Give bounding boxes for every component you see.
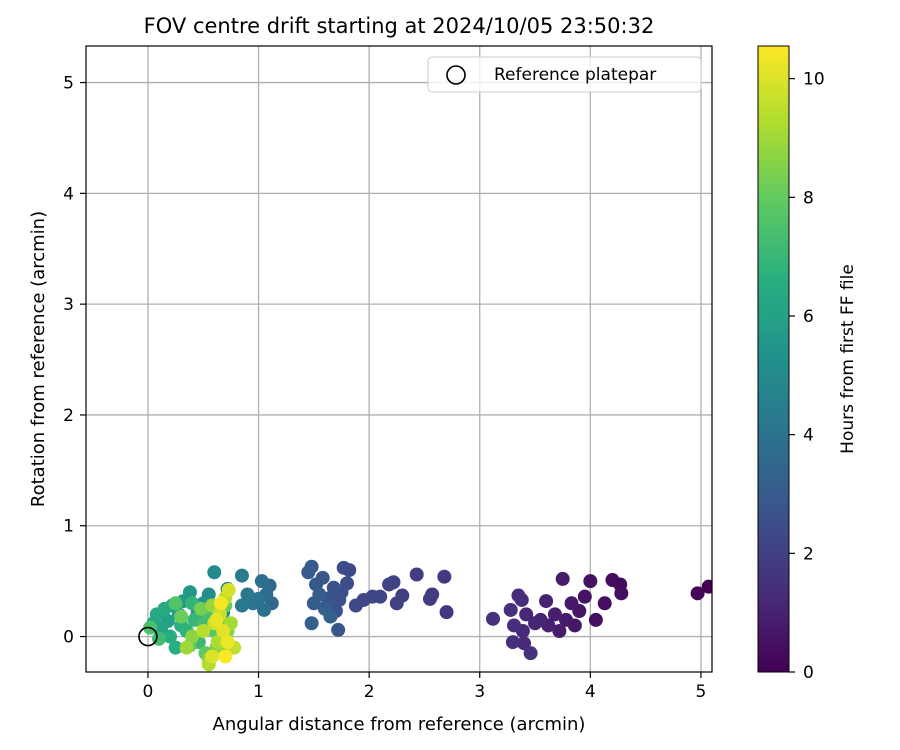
x-tick-label: 2 xyxy=(364,682,375,702)
x-tick-label: 3 xyxy=(474,682,485,702)
grid xyxy=(86,46,712,672)
data-point xyxy=(331,622,346,637)
y-tick-label: 3 xyxy=(63,295,74,315)
colorbar: 0 2 4 6 8 10 Hours from first FF file xyxy=(757,45,858,683)
plot-frame xyxy=(85,45,713,673)
data-point xyxy=(583,574,598,589)
legend-marker-icon xyxy=(446,65,466,85)
data-point xyxy=(505,635,520,650)
data-point xyxy=(157,601,172,616)
colorbar-tick-label: 8 xyxy=(803,188,814,208)
data-point xyxy=(174,609,189,624)
data-point xyxy=(389,596,404,611)
data-point xyxy=(323,609,338,624)
data-point xyxy=(519,607,534,622)
y-axis-label: Rotation from reference (arcmin) xyxy=(28,211,49,507)
data-point xyxy=(179,640,194,655)
data-point xyxy=(564,596,579,611)
data-point xyxy=(348,598,363,613)
data-point xyxy=(221,583,236,598)
x-tick-label: 0 xyxy=(143,682,154,702)
data-point xyxy=(437,569,452,584)
data-point xyxy=(209,612,224,627)
data-point xyxy=(168,596,183,611)
data-point xyxy=(701,579,712,594)
data-point xyxy=(552,624,567,639)
x-axis-label: Angular distance from reference (arcmin) xyxy=(213,714,586,735)
data-point xyxy=(503,602,518,617)
data-point xyxy=(516,636,531,651)
y-tick-label: 5 xyxy=(63,74,74,94)
data-point xyxy=(254,574,269,589)
data-point xyxy=(196,624,211,639)
colorbar-gradient xyxy=(757,45,790,673)
data-point xyxy=(257,602,272,617)
legend-box xyxy=(427,56,702,93)
data-point xyxy=(577,589,592,604)
axis-ticks: 0 1 2 3 4 5 0 1 2 3 4 5 xyxy=(63,74,706,702)
data-point xyxy=(301,565,316,580)
data-point xyxy=(216,624,231,639)
x-tick-label: 4 xyxy=(585,682,596,702)
reference-platepar-marker xyxy=(138,626,158,647)
data-point xyxy=(523,646,538,661)
legend: Reference platepar xyxy=(427,56,702,93)
y-tick-label: 1 xyxy=(63,517,74,537)
data-point xyxy=(528,616,543,631)
data-point xyxy=(336,560,351,575)
colorbar-tick-label: 6 xyxy=(803,307,814,327)
data-point xyxy=(207,565,222,580)
data-point xyxy=(614,586,629,601)
data-point xyxy=(304,616,319,631)
chart-title: FOV centre drift starting at 2024/10/05 … xyxy=(144,14,655,38)
data-point xyxy=(559,612,574,627)
data-point xyxy=(486,611,501,626)
data-point xyxy=(439,605,454,620)
data-points xyxy=(143,559,712,672)
legend-entry-reference-platepar: Reference platepar xyxy=(494,65,656,85)
data-point xyxy=(312,587,327,602)
y-tick-label: 0 xyxy=(63,628,74,648)
data-point xyxy=(194,601,209,616)
data-point xyxy=(210,635,225,650)
data-point xyxy=(185,629,200,644)
colorbar-ticks: 0 2 4 6 8 10 xyxy=(789,70,825,683)
colorbar-tick-label: 2 xyxy=(803,544,814,564)
data-point xyxy=(382,577,397,592)
data-point xyxy=(588,612,603,627)
data-point xyxy=(507,618,522,633)
data-point xyxy=(409,567,424,582)
data-point xyxy=(597,596,612,611)
data-point xyxy=(234,598,249,613)
data-point xyxy=(168,640,183,655)
data-point xyxy=(547,607,562,622)
x-tick-label: 1 xyxy=(253,682,264,702)
data-point xyxy=(511,588,526,603)
colorbar-tick-label: 0 xyxy=(803,663,814,683)
data-point xyxy=(690,586,705,601)
data-point xyxy=(213,596,228,611)
data-point xyxy=(605,573,620,588)
data-point xyxy=(220,635,235,650)
colorbar-label: Hours from first FF file xyxy=(838,264,858,454)
data-point xyxy=(539,594,554,609)
data-point xyxy=(240,587,255,602)
data-point xyxy=(205,649,220,664)
y-tick-label: 4 xyxy=(63,184,74,204)
y-tick-label: 2 xyxy=(63,406,74,426)
data-point xyxy=(555,571,570,586)
colorbar-tick-label: 10 xyxy=(803,70,825,90)
data-point xyxy=(234,568,249,583)
data-point xyxy=(163,629,178,644)
x-tick-label: 5 xyxy=(696,682,707,702)
data-point xyxy=(422,591,437,606)
colorbar-tick-label: 4 xyxy=(803,426,814,446)
data-point xyxy=(218,649,233,664)
